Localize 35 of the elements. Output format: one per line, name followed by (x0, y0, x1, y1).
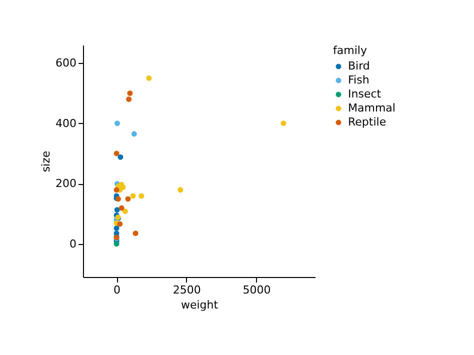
legend-title: family (333, 44, 368, 57)
point (118, 205, 124, 211)
y-tick-label: 400 (56, 116, 76, 130)
x-tick-label: 2500 (172, 284, 201, 296)
point (114, 207, 120, 213)
point (114, 241, 120, 247)
legend-label: Mammal (348, 102, 396, 114)
point (117, 221, 123, 227)
point (118, 154, 124, 160)
point (125, 196, 131, 202)
point (127, 90, 133, 96)
x-tick-label: 5000 (242, 284, 271, 296)
y-axis-title: size (40, 150, 53, 172)
y-tick-label: 200 (56, 177, 76, 190)
x-tick-label: 0 (114, 284, 121, 296)
point (114, 225, 120, 231)
point (130, 193, 136, 199)
point (114, 187, 120, 193)
y-tick-label: 600 (56, 56, 76, 70)
point (114, 120, 120, 126)
point (131, 131, 137, 137)
point (146, 75, 152, 81)
legend-label: Reptile (348, 116, 386, 128)
x-axis-title: weight (180, 298, 219, 312)
legend-label: Fish (348, 74, 370, 86)
legend-label: Bird (348, 60, 370, 72)
y-tick-label: 0 (70, 237, 76, 250)
point (126, 96, 132, 102)
point (132, 230, 138, 236)
point (138, 193, 144, 199)
legend-label: Insect (348, 88, 382, 100)
point (280, 120, 286, 126)
point (122, 208, 128, 214)
point (114, 150, 120, 156)
point (178, 187, 184, 193)
